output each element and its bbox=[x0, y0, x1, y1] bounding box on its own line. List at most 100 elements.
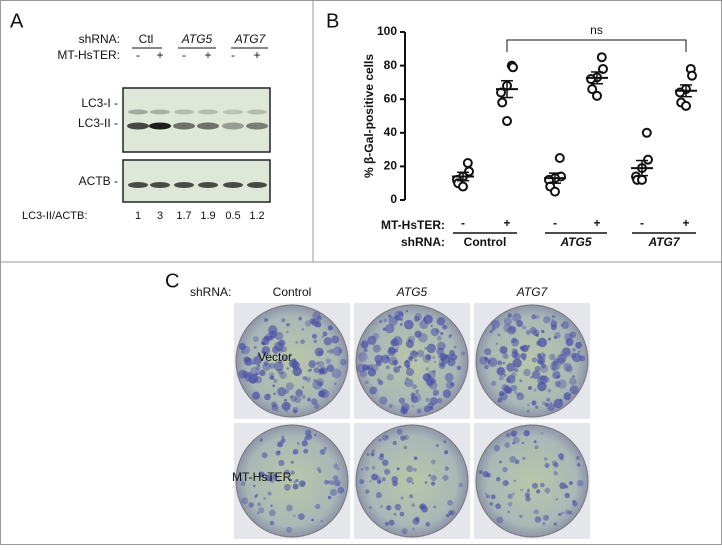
colony bbox=[292, 452, 295, 455]
colony bbox=[544, 402, 549, 407]
colony bbox=[484, 364, 489, 370]
colony bbox=[285, 382, 294, 391]
colony bbox=[357, 351, 368, 362]
colony bbox=[323, 446, 328, 451]
y-tick-label: 100 bbox=[377, 24, 397, 38]
colony bbox=[563, 392, 572, 401]
colony bbox=[513, 479, 517, 483]
colony bbox=[514, 459, 520, 465]
colony bbox=[432, 356, 436, 360]
colony bbox=[405, 339, 415, 349]
colony bbox=[401, 402, 410, 412]
bracket bbox=[506, 39, 687, 52]
colony bbox=[252, 336, 259, 343]
colony bbox=[326, 364, 335, 372]
colony bbox=[425, 367, 430, 371]
colony bbox=[290, 470, 295, 475]
colony bbox=[510, 338, 520, 347]
band bbox=[127, 122, 149, 130]
colony bbox=[293, 409, 297, 414]
colony bbox=[314, 347, 324, 357]
colony bbox=[298, 316, 302, 321]
treatment-label: MT-HsTER: bbox=[57, 48, 120, 62]
colony bbox=[412, 384, 417, 390]
colony bbox=[442, 389, 452, 398]
colony bbox=[506, 374, 516, 384]
colony bbox=[312, 380, 322, 390]
colony bbox=[332, 475, 339, 481]
colony bbox=[327, 495, 332, 500]
colony bbox=[497, 360, 503, 366]
colony bbox=[263, 360, 269, 367]
colony bbox=[531, 482, 539, 489]
colony bbox=[301, 328, 305, 331]
point bbox=[554, 153, 565, 163]
colony bbox=[557, 357, 565, 365]
x-sign: - bbox=[640, 216, 644, 230]
colony bbox=[536, 356, 546, 365]
colony bbox=[521, 441, 525, 445]
colony bbox=[552, 367, 556, 371]
colony bbox=[381, 477, 386, 482]
colony bbox=[425, 521, 431, 527]
colony bbox=[561, 321, 570, 330]
colony bbox=[372, 332, 380, 340]
colony bbox=[262, 362, 271, 371]
plate bbox=[355, 424, 469, 538]
colony bbox=[393, 366, 400, 373]
colony bbox=[286, 330, 289, 334]
colony bbox=[425, 397, 430, 402]
colony bbox=[366, 452, 370, 456]
colony bbox=[270, 504, 273, 507]
colony bbox=[424, 481, 428, 484]
colony bbox=[416, 408, 422, 414]
colony bbox=[283, 398, 287, 402]
colony bbox=[252, 355, 262, 366]
colony bbox=[498, 375, 504, 381]
colony bbox=[318, 390, 325, 398]
colony bbox=[529, 326, 537, 335]
colony bbox=[413, 456, 418, 460]
colony bbox=[531, 400, 537, 406]
colony bbox=[448, 335, 452, 339]
colony bbox=[386, 373, 394, 381]
colony bbox=[368, 506, 372, 509]
colony bbox=[268, 335, 273, 341]
colony bbox=[307, 397, 311, 402]
colony bbox=[374, 354, 383, 364]
colony bbox=[396, 428, 403, 435]
colony bbox=[559, 456, 565, 462]
colony bbox=[296, 442, 300, 445]
colony bbox=[431, 481, 436, 486]
group-label: Ctl bbox=[139, 32, 154, 46]
colony bbox=[536, 353, 541, 358]
colony bbox=[562, 347, 571, 356]
colony bbox=[273, 379, 278, 383]
colony bbox=[257, 353, 261, 357]
colony bbox=[432, 369, 436, 374]
colony bbox=[409, 494, 414, 499]
colony bbox=[293, 480, 296, 484]
colony bbox=[436, 397, 443, 404]
colony bbox=[281, 318, 286, 323]
colony bbox=[315, 504, 321, 510]
y-tick-label: 40 bbox=[384, 125, 398, 139]
colony bbox=[267, 491, 272, 496]
colony bbox=[558, 452, 565, 460]
colony bbox=[446, 353, 452, 359]
colony bbox=[440, 331, 444, 335]
colony bbox=[445, 513, 450, 518]
colony bbox=[507, 493, 513, 499]
colony bbox=[315, 378, 324, 387]
colony bbox=[527, 385, 533, 391]
colony bbox=[269, 362, 275, 369]
group-label: ATG7 bbox=[234, 32, 267, 46]
colony bbox=[530, 376, 533, 379]
colony bbox=[398, 397, 406, 404]
colony bbox=[388, 519, 395, 526]
band bbox=[197, 122, 219, 130]
colony bbox=[257, 364, 260, 367]
colony bbox=[329, 488, 337, 496]
colony bbox=[542, 514, 550, 521]
colony bbox=[399, 323, 403, 326]
